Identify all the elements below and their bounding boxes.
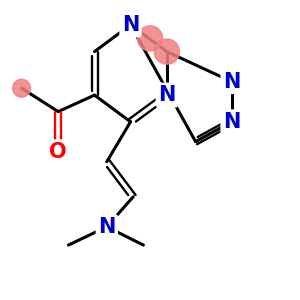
Text: N: N	[223, 112, 240, 132]
Text: N: N	[158, 85, 175, 105]
Circle shape	[137, 26, 163, 51]
Text: N: N	[122, 15, 139, 35]
Circle shape	[13, 79, 31, 97]
Circle shape	[154, 39, 179, 64]
Text: N: N	[223, 72, 240, 92]
Text: O: O	[50, 142, 67, 162]
Text: N: N	[98, 217, 116, 237]
